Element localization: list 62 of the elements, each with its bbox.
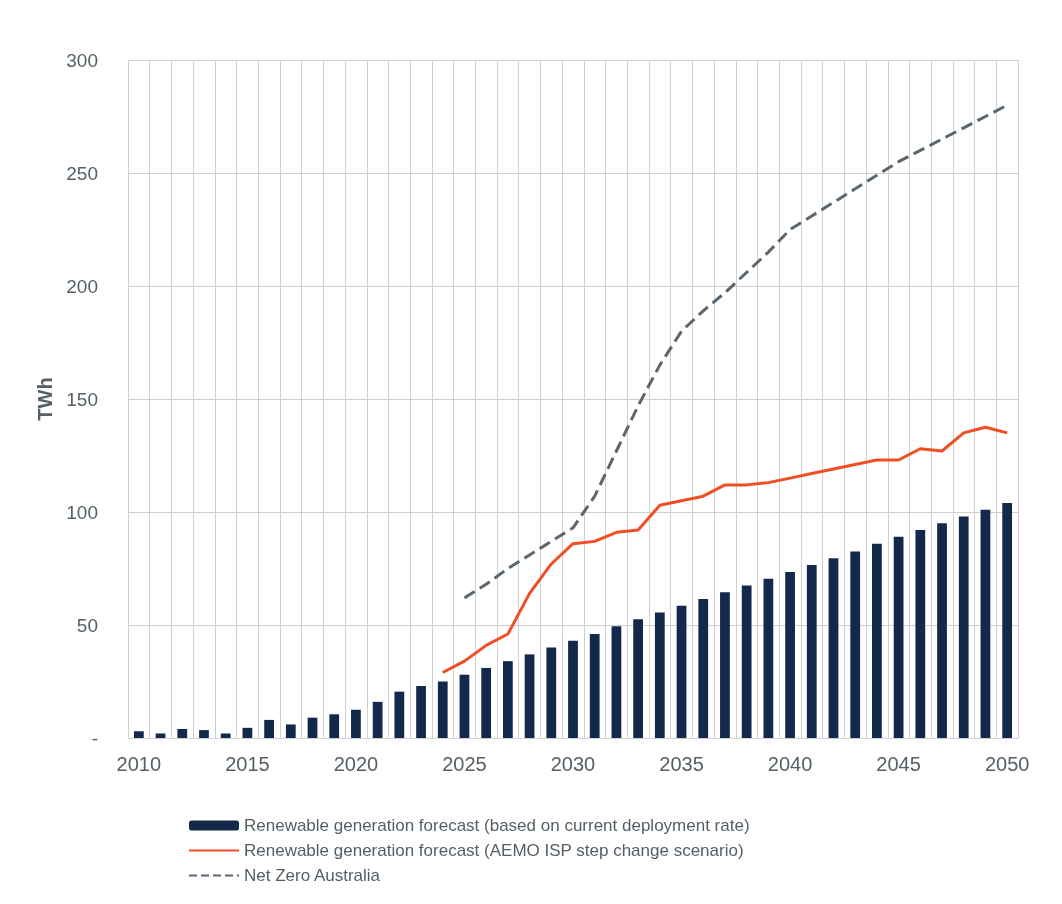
x-tick-label: 2035 xyxy=(659,753,704,775)
bar xyxy=(589,634,600,738)
x-tick-label: 2020 xyxy=(333,753,379,775)
bar xyxy=(242,727,253,738)
bar xyxy=(481,667,492,738)
legend-label: Net Zero Australia xyxy=(244,866,381,885)
legend-label: Renewable generation forecast (based on current deployment rate) xyxy=(244,816,750,835)
bar xyxy=(763,578,774,738)
bar xyxy=(437,681,448,738)
bar xyxy=(958,516,969,738)
bar xyxy=(502,661,513,738)
bar xyxy=(828,558,839,738)
x-tick-label: 2040 xyxy=(767,753,813,775)
bar xyxy=(611,626,622,738)
x-tick-label: 2025 xyxy=(442,753,487,775)
bar xyxy=(937,523,947,738)
bar xyxy=(893,536,904,738)
bar xyxy=(676,605,687,738)
bar xyxy=(372,701,383,738)
bar xyxy=(199,730,209,738)
bar xyxy=(720,592,730,738)
legend-label: Renewable generation forecast (AEMO ISP step change scenario) xyxy=(244,841,744,860)
y-tick-label: 300 xyxy=(66,49,98,71)
bar xyxy=(1002,502,1013,738)
bar xyxy=(329,714,340,738)
bar xyxy=(785,571,795,738)
bar xyxy=(394,691,405,738)
bar xyxy=(806,565,817,738)
y-tick-label: - xyxy=(91,727,98,749)
bar xyxy=(524,654,535,738)
x-tick-label: 2030 xyxy=(550,753,596,775)
bar xyxy=(459,674,470,738)
bar xyxy=(264,719,274,738)
bar xyxy=(155,733,166,738)
bar xyxy=(546,647,557,738)
bar xyxy=(654,612,665,738)
y-tick-label: 200 xyxy=(66,275,98,297)
bar xyxy=(915,530,926,738)
y-axis-title: TWh xyxy=(34,377,57,421)
x-tick-label: 2045 xyxy=(876,753,921,775)
x-tick-label: 2050 xyxy=(984,753,1030,775)
bar xyxy=(133,731,144,738)
y-tick-label: 50 xyxy=(76,614,98,636)
line-series xyxy=(441,425,1009,674)
bar xyxy=(698,599,709,738)
bar xyxy=(177,728,188,738)
bar xyxy=(741,585,752,738)
y-tick-label: 100 xyxy=(66,501,98,523)
x-tick-label: 2015 xyxy=(225,753,270,775)
bar xyxy=(220,733,231,738)
bar xyxy=(307,717,318,738)
bar xyxy=(568,640,578,738)
x-tick-label: 2010 xyxy=(116,753,162,775)
bar xyxy=(850,551,861,738)
bar xyxy=(980,509,991,738)
bar xyxy=(351,709,361,738)
bar xyxy=(285,724,296,738)
bar xyxy=(416,686,426,738)
bar xyxy=(633,619,644,738)
y-tick-label: 150 xyxy=(66,388,98,410)
y-tick-label: 250 xyxy=(66,162,98,184)
bar xyxy=(872,543,882,738)
